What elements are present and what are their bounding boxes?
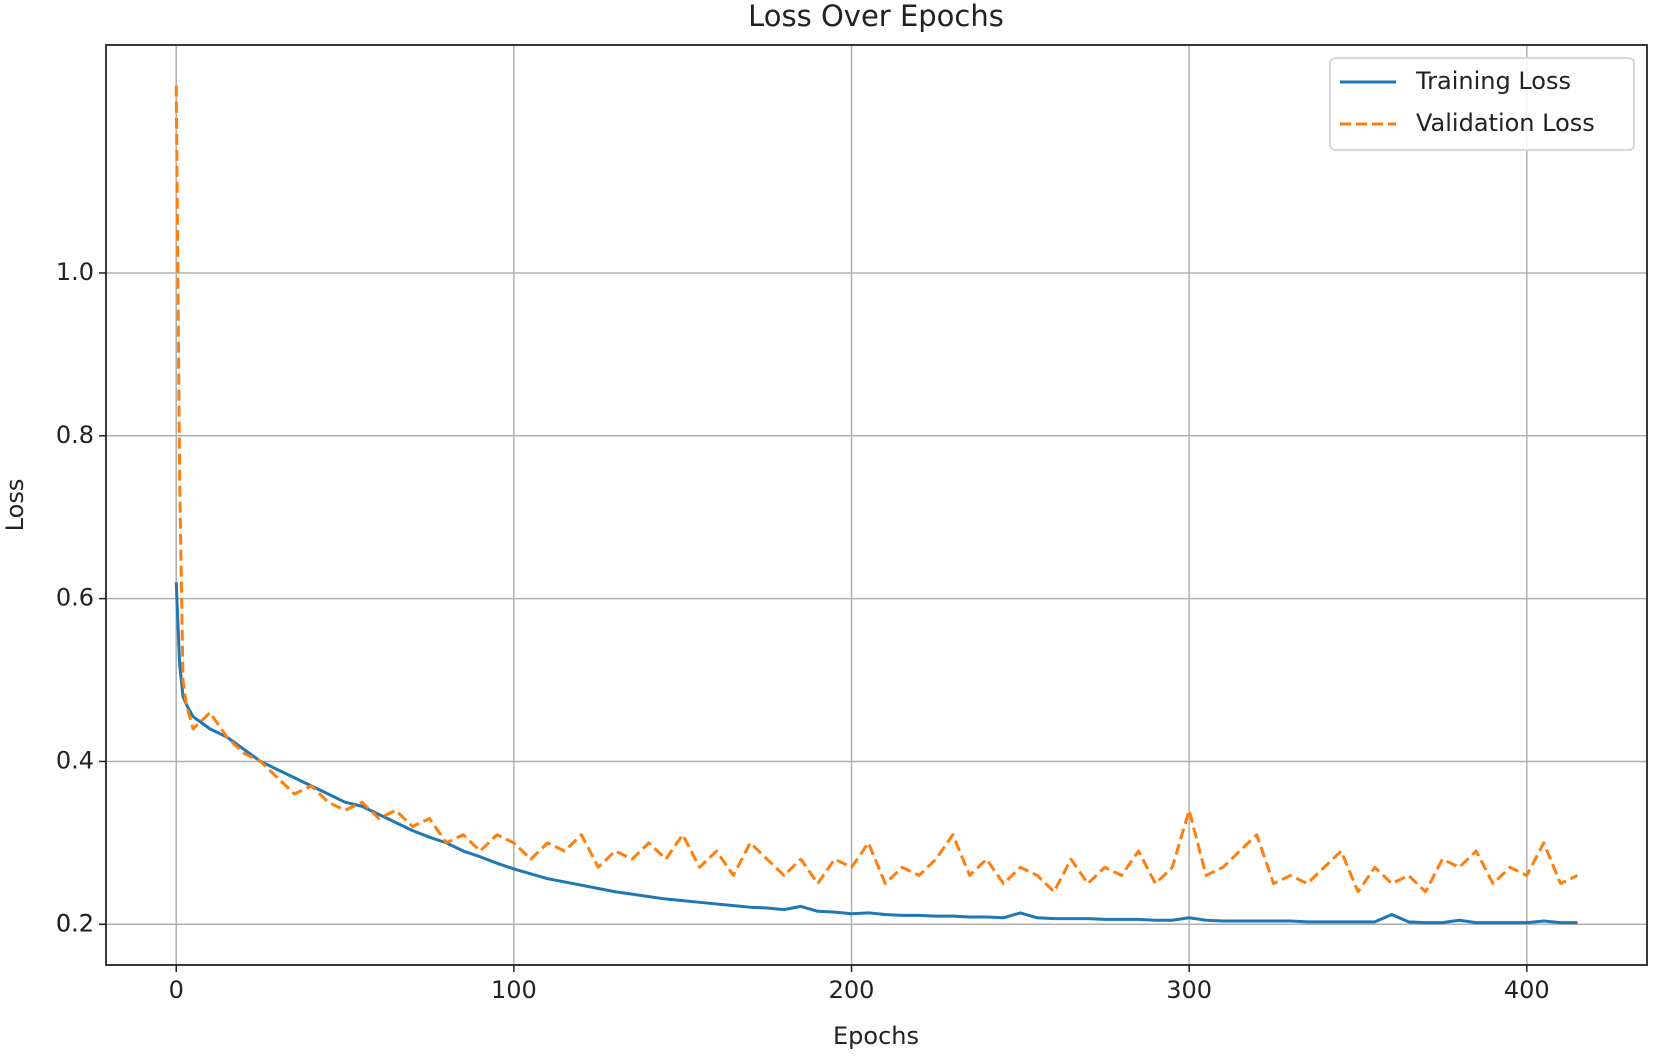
y-axis-label: Loss — [1, 479, 29, 532]
chart-title: Loss Over Epochs — [748, 0, 1004, 33]
plot-frame — [105, 44, 1648, 966]
x-tick-label: 300 — [1166, 976, 1212, 1004]
legend-label: Training Loss — [1415, 67, 1571, 95]
x-tick-label: 400 — [1504, 976, 1550, 1004]
x-axis-label: Epochs — [833, 1022, 919, 1050]
series-line — [174, 85, 1579, 894]
y-tick-label: 0.8 — [56, 421, 94, 449]
y-tick-label: 0.2 — [56, 909, 94, 937]
y-tick-label: 0.4 — [56, 746, 94, 774]
legend-label: Validation Loss — [1416, 109, 1595, 137]
y-tick-label: 1.0 — [56, 258, 94, 286]
legend-box — [1329, 57, 1635, 151]
series-line — [174, 582, 1578, 925]
y-tick-label: 0.2 — [56, 909, 94, 937]
y-tick-label: 0.6 — [56, 584, 94, 612]
x-tick-label: 0 — [169, 976, 184, 1004]
x-tick-label: 200 — [829, 976, 875, 1004]
x-tick-label: 100 — [491, 976, 537, 1004]
